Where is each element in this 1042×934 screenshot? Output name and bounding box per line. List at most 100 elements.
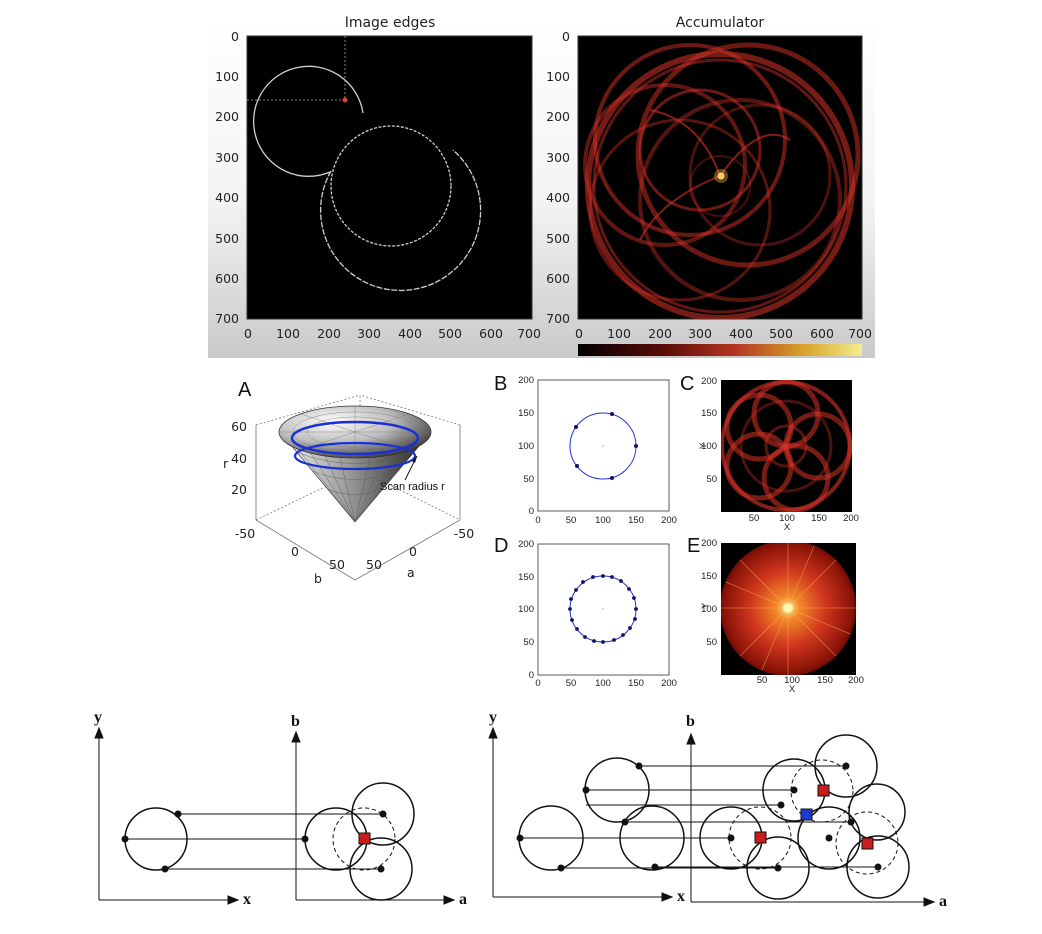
right-y-label: y <box>489 709 497 726</box>
panel-c-ticks: 200 150 100 50 50 100 150 200 X Y <box>698 376 859 533</box>
left-a-label: a <box>459 891 467 908</box>
svg-text:0: 0 <box>231 29 239 44</box>
panel-b-center <box>602 445 604 447</box>
hough-diagram-left: y x b a <box>94 709 467 908</box>
panel-c: C 200 150 100 50 50 100 150 200 X Y <box>680 373 859 533</box>
svg-text:150: 150 <box>817 675 833 686</box>
panel-d-points <box>568 574 638 644</box>
svg-text:200: 200 <box>843 513 859 524</box>
colorbar <box>578 344 862 356</box>
b-axis-label: b <box>314 571 322 586</box>
svg-text:600: 600 <box>479 326 503 341</box>
svg-text:40: 40 <box>231 451 247 466</box>
edge-marker <box>342 97 348 103</box>
svg-text:50: 50 <box>329 557 345 572</box>
svg-text:0: 0 <box>409 544 417 559</box>
svg-text:-50: -50 <box>235 526 255 541</box>
svg-text:700: 700 <box>848 326 872 341</box>
panel-e-y-label: Y <box>700 602 711 609</box>
svg-text:50: 50 <box>523 474 534 485</box>
svg-text:100: 100 <box>607 326 631 341</box>
panel-e-ticks: 200 150 100 50 50 100 150 200 X Y <box>700 538 864 695</box>
svg-text:50: 50 <box>706 474 717 485</box>
svg-text:400: 400 <box>215 190 239 205</box>
svg-text:-50: -50 <box>454 526 474 541</box>
big-circle-arc <box>320 149 482 292</box>
left-x-ticks: 0 100 200 300 400 500 600 700 <box>244 326 541 341</box>
top-figure: Image edges 0 100 200 300 400 500 600 70… <box>208 15 875 358</box>
svg-text:500: 500 <box>769 326 793 341</box>
small-circle-arc <box>252 65 364 177</box>
right-panel-title: Accumulator <box>676 15 765 31</box>
panel-e: E 200 150 100 50 <box>687 535 864 695</box>
vote-peak-1 <box>754 831 767 844</box>
svg-text:20: 20 <box>231 482 247 497</box>
svg-text:200: 200 <box>701 376 717 387</box>
panel-a-letter: A <box>238 379 252 401</box>
left-panel-title: Image edges <box>345 15 436 31</box>
svg-text:50: 50 <box>566 515 577 526</box>
svg-text:150: 150 <box>811 513 827 524</box>
svg-text:100: 100 <box>779 513 795 524</box>
edge-image <box>246 35 533 320</box>
svg-text:50: 50 <box>749 513 760 524</box>
panel-e-heat <box>721 543 856 675</box>
svg-text:E: E <box>687 535 700 557</box>
param-points <box>301 810 387 873</box>
svg-text:0: 0 <box>529 506 534 517</box>
panel-a-cone: A <box>223 379 474 586</box>
svg-text:600: 600 <box>546 271 570 286</box>
right-image-circles <box>518 757 685 871</box>
annotation-arrowhead <box>412 456 417 463</box>
a-axis-label: a <box>407 565 415 580</box>
left-y-label: y <box>94 709 102 726</box>
svg-text:100: 100 <box>518 441 534 452</box>
panel-b: B 200 150 100 50 0 0 50 100 150 200 <box>494 373 677 526</box>
svg-text:700: 700 <box>215 311 239 326</box>
cone-rim-mesh <box>279 406 431 458</box>
panel-b-points <box>574 412 638 480</box>
panel-b-ticks: 200 150 100 50 0 0 50 100 150 200 <box>518 375 677 526</box>
right-param-points <box>727 762 882 872</box>
right-x-label: x <box>677 888 685 905</box>
true-circle-dashed <box>332 807 396 871</box>
svg-text:D: D <box>494 535 508 557</box>
svg-text:200: 200 <box>215 109 239 124</box>
scan-ring-upper <box>290 420 420 456</box>
svg-text:60: 60 <box>231 419 247 434</box>
panel-c-circles <box>721 380 852 512</box>
svg-text:100: 100 <box>595 515 611 526</box>
svg-text:300: 300 <box>546 150 570 165</box>
panel-c-x-label: X <box>784 522 791 533</box>
svg-text:100: 100 <box>215 69 239 84</box>
svg-text:200: 200 <box>518 375 534 386</box>
false-vote-peak <box>800 808 813 821</box>
svg-text:600: 600 <box>810 326 834 341</box>
svg-text:200: 200 <box>661 678 677 689</box>
svg-text:B: B <box>494 373 507 395</box>
hough-diagram-right: y x b a <box>488 709 947 910</box>
svg-text:100: 100 <box>546 69 570 84</box>
svg-text:100: 100 <box>595 678 611 689</box>
svg-text:150: 150 <box>701 408 717 419</box>
svg-text:100: 100 <box>701 441 717 452</box>
vote-peak <box>358 832 371 845</box>
svg-text:150: 150 <box>518 408 534 419</box>
svg-text:300: 300 <box>357 326 381 341</box>
svg-text:0: 0 <box>244 326 252 341</box>
svg-text:0: 0 <box>575 326 583 341</box>
svg-text:50: 50 <box>757 675 768 686</box>
accumulator-circles <box>583 42 861 319</box>
svg-text:0: 0 <box>562 29 570 44</box>
svg-text:300: 300 <box>215 150 239 165</box>
svg-text:150: 150 <box>628 515 644 526</box>
left-x-label: x <box>243 891 251 908</box>
svg-text:100: 100 <box>701 604 717 615</box>
right-a-label: a <box>939 893 947 910</box>
svg-text:0: 0 <box>529 670 534 681</box>
svg-text:500: 500 <box>215 231 239 246</box>
right-y-ticks: 0 100 200 300 400 500 600 700 <box>546 29 570 326</box>
vote-peak-3 <box>861 837 874 850</box>
svg-text:50: 50 <box>706 637 717 648</box>
